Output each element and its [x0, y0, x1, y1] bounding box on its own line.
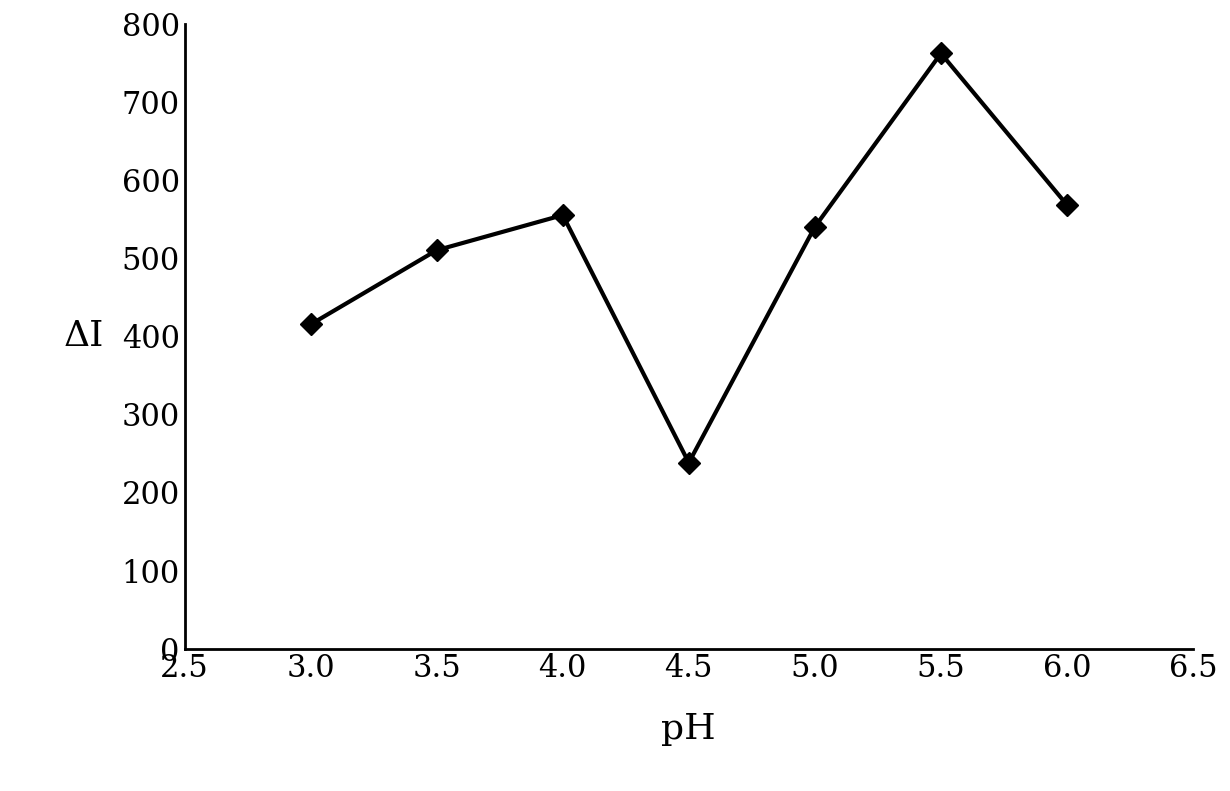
Y-axis label: ΔI: ΔI	[64, 320, 103, 353]
X-axis label: pH: pH	[662, 712, 716, 746]
